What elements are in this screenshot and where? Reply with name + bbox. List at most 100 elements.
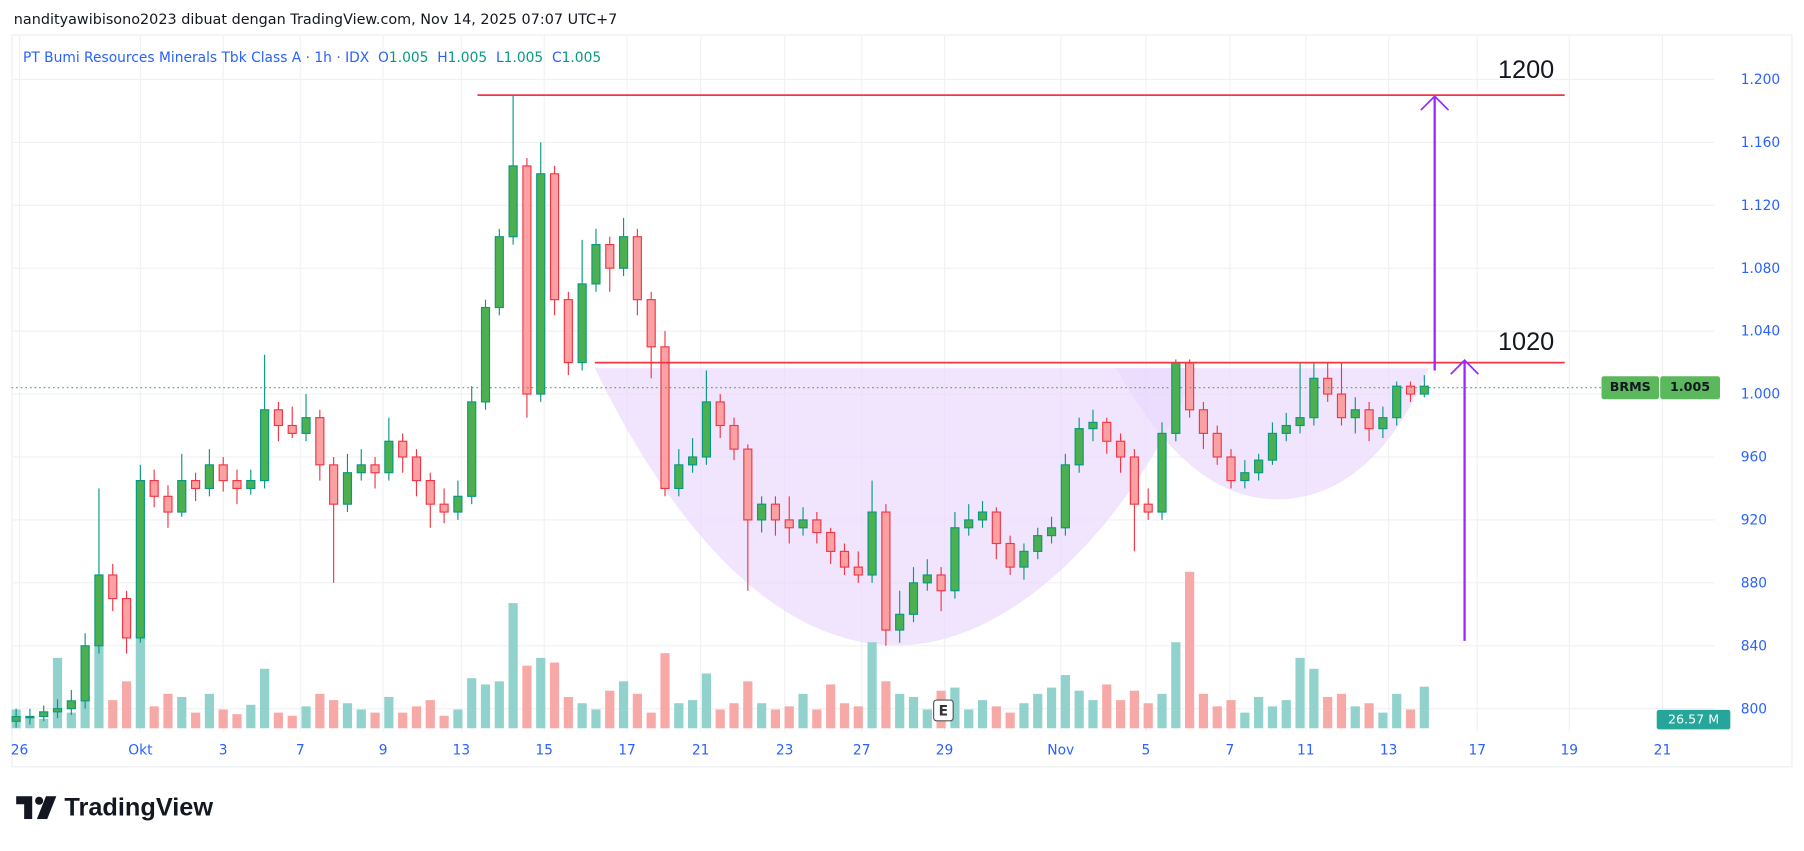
candle-down	[522, 165, 532, 395]
volume-bar	[660, 653, 670, 729]
candle-down	[163, 495, 173, 513]
candle-down	[1005, 542, 1015, 568]
candle-up	[687, 456, 698, 466]
candle-down	[743, 448, 753, 521]
chart-legend: PT Bumi Resources Minerals Tbk Class A ·…	[23, 49, 601, 65]
volume-bar	[563, 696, 573, 729]
volume-bar	[480, 684, 491, 729]
volume-bar	[1185, 571, 1195, 729]
volume-bar	[646, 712, 656, 729]
candle-down	[273, 409, 284, 427]
high-value: 1.005	[447, 49, 488, 66]
candle-up	[25, 715, 35, 719]
candle-down	[991, 511, 1001, 545]
volume-bar	[494, 681, 504, 729]
volume-bar	[246, 704, 256, 729]
volume-bar	[149, 706, 159, 729]
volume-bar	[1392, 693, 1402, 729]
volume-bar	[729, 703, 739, 729]
price-chart[interactable]: 1.200 1.160 1.120 1.080 1.040 1.000 960 920 880 8…	[11, 34, 1793, 768]
volume-bar	[315, 693, 325, 729]
measure-arrows[interactable]	[1420, 95, 1480, 641]
candle-up	[260, 409, 270, 482]
candle-down	[1198, 409, 1209, 434]
earnings-marker[interactable]: E	[933, 699, 954, 722]
candle-up	[577, 283, 587, 364]
time-tick-label: 13	[453, 743, 471, 759]
candle-up	[701, 401, 712, 458]
time-tick-label: 5	[1142, 743, 1151, 759]
volume-bar	[536, 657, 546, 729]
volume-bar	[80, 696, 90, 729]
volume-bar	[121, 681, 132, 729]
candle-up	[80, 645, 90, 702]
volume-bar	[1378, 712, 1388, 729]
volume-bar	[853, 706, 863, 729]
time-tick-label: 19	[1561, 743, 1579, 759]
cup-shape[interactable]	[594, 368, 1197, 646]
candle-down	[1212, 432, 1222, 458]
volume-bar	[439, 715, 449, 729]
time-tick-label: 21	[692, 743, 710, 759]
volume-bar	[1226, 700, 1236, 729]
time-tick-label: 11	[1297, 743, 1315, 759]
candle-up	[301, 417, 311, 434]
volume-bar	[618, 681, 629, 729]
time-axis[interactable]: 26 Okt 3 7 9 13 15 17 21 23 27 29 Nov 5 7 11 13 17 19 21	[12, 743, 1672, 759]
time-tick-label: 23	[776, 743, 794, 759]
candle-up	[1033, 535, 1043, 552]
candle-up	[1171, 362, 1181, 434]
neckline-arrow-arrowhead-icon	[1450, 359, 1480, 375]
candle-down	[287, 424, 297, 434]
volume-bar	[1419, 686, 1429, 729]
volume-bar	[425, 700, 435, 729]
time-tick-label: Okt	[128, 743, 153, 759]
candle-down	[1185, 362, 1195, 411]
candle-up	[246, 480, 256, 490]
candle-down	[439, 503, 449, 513]
volume-bar	[632, 693, 642, 729]
candle-up	[453, 495, 463, 513]
volume-bar	[204, 693, 214, 729]
candle-down	[839, 550, 850, 568]
volume-bar	[342, 703, 353, 729]
price-tick-label: 1.000	[1741, 387, 1781, 403]
candle-down	[1336, 393, 1347, 419]
volume-bar	[287, 715, 297, 729]
price-axis[interactable]: 1.200 1.160 1.120 1.080 1.040 1.000 960 920 880 8…	[1741, 72, 1781, 717]
candle-up	[798, 519, 808, 529]
tradingview-logo[interactable]: TradingView	[16, 793, 213, 823]
volume-bar	[1046, 687, 1057, 729]
volume-bar	[177, 696, 187, 729]
candle-up	[950, 527, 960, 592]
candle-down	[149, 480, 159, 497]
candle-up	[895, 613, 905, 631]
price-tick-label: 840	[1741, 638, 1767, 654]
volume-bar	[701, 673, 712, 729]
candle-down	[1226, 456, 1236, 482]
volume-bar	[770, 709, 781, 729]
volume-bar	[370, 712, 380, 729]
candle-up	[508, 165, 518, 238]
candle-down	[1405, 385, 1416, 395]
candle-down	[315, 417, 325, 466]
volume-bar	[1198, 693, 1209, 729]
candle-up	[536, 173, 546, 395]
candle-down	[826, 531, 836, 552]
candle-up	[467, 401, 477, 497]
time-tick-label: 27	[853, 743, 871, 759]
candle-up	[591, 244, 601, 285]
symbol-title[interactable]: PT Bumi Resources Minerals Tbk Class A ·…	[23, 49, 370, 66]
candle-up	[964, 519, 974, 529]
volume-bar	[301, 706, 311, 729]
volume-bar	[908, 696, 919, 729]
price-tick-label: 1.080	[1741, 261, 1781, 277]
volume-bar	[1336, 693, 1347, 729]
volume-bar	[798, 693, 808, 729]
target-label: 1200	[1497, 55, 1555, 84]
volume-bar	[1267, 706, 1278, 729]
candle-down	[218, 464, 228, 482]
volume-bar	[605, 690, 615, 729]
volume-bar	[1102, 684, 1112, 729]
candle-up	[1350, 409, 1360, 419]
